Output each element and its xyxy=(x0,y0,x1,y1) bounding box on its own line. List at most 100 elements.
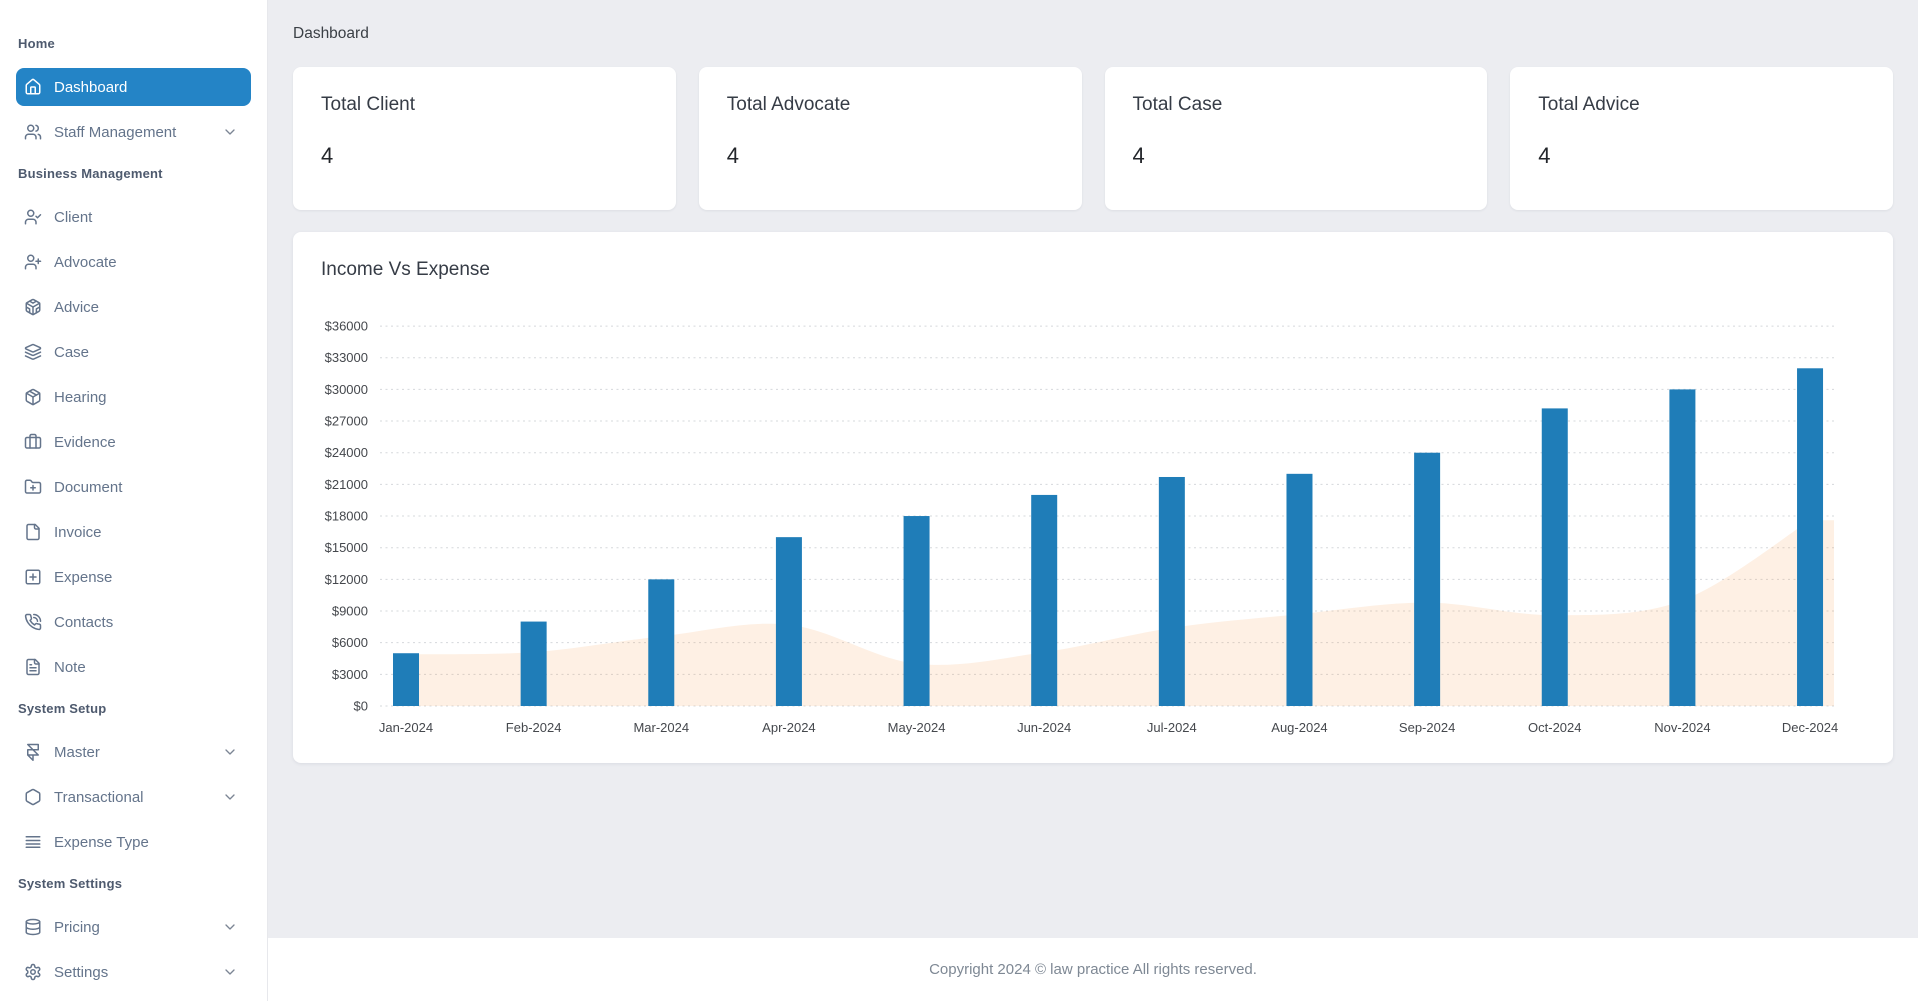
chevron-down-icon xyxy=(222,964,238,980)
y-axis-label: $9000 xyxy=(332,604,368,619)
chart-title: Income Vs Expense xyxy=(321,259,490,280)
stat-card-title: Total Case xyxy=(1132,94,1223,115)
file-text-icon xyxy=(24,658,42,676)
y-axis-label: $6000 xyxy=(332,635,368,650)
user-plus-icon xyxy=(24,253,42,271)
x-axis-label: Jul-2024 xyxy=(1147,720,1197,735)
sidebar-item-note[interactable]: Note xyxy=(16,648,251,686)
hexagon-icon xyxy=(24,788,42,806)
sidebar-item-document[interactable]: Document xyxy=(16,468,251,506)
main-area: Dashboard Total Client 4 Total Advocate 4 To… xyxy=(268,0,1918,1001)
sidebar-item-label: Settings xyxy=(54,963,109,981)
stat-card-value: 4 xyxy=(1538,143,1551,168)
income-bar-may-2024[interactable] xyxy=(903,516,930,706)
x-axis-label: Jan-2024 xyxy=(379,720,433,735)
y-axis-label: $12000 xyxy=(325,572,368,587)
sidebar-item-advocate[interactable]: Advocate xyxy=(16,243,251,281)
chevron-down-icon xyxy=(222,744,238,760)
file-icon xyxy=(24,523,42,541)
sidebar-item-label: Expense Type xyxy=(54,833,149,851)
nav-section-system-setup: System Setup Master Transactional Expense T… xyxy=(16,700,251,861)
sidebar-item-label: Contacts xyxy=(54,613,114,631)
income-bar-feb-2024[interactable] xyxy=(520,621,547,706)
income-bar-aug-2024[interactable] xyxy=(1286,473,1313,706)
y-axis-label: $0 xyxy=(354,699,368,714)
sidebar-item-label: Master xyxy=(54,743,100,761)
folder-plus-icon xyxy=(24,478,42,496)
y-axis-label: $33000 xyxy=(325,350,368,365)
sidebar-item-advice[interactable]: Advice xyxy=(16,288,251,326)
stat-card-value: 4 xyxy=(1132,143,1145,168)
income-bar-apr-2024[interactable] xyxy=(775,537,802,706)
nav-section-label: Home xyxy=(18,36,55,51)
sidebar-item-label: Pricing xyxy=(54,918,100,936)
footer: Copyright 2024 © law practice All rights… xyxy=(268,938,1918,1001)
stat-card-total-case: Total Case 4 xyxy=(1104,67,1488,210)
sidebar-item-label: Transactional xyxy=(54,788,144,806)
sidebar-item-transactional[interactable]: Transactional xyxy=(16,778,251,816)
sidebar-item-label: Hearing xyxy=(54,388,107,406)
income-bar-jun-2024[interactable] xyxy=(1031,494,1058,706)
sidebar-item-label: Invoice xyxy=(54,523,102,541)
package-icon xyxy=(24,388,42,406)
stat-cards-row: Total Client 4 Total Advocate 4 Total Case 4 T… xyxy=(293,67,1893,210)
x-axis-label: Oct-2024 xyxy=(1528,720,1581,735)
stat-card-value: 4 xyxy=(321,143,334,168)
income-bar-oct-2024[interactable] xyxy=(1541,408,1568,706)
sidebar-item-evidence[interactable]: Evidence xyxy=(16,423,251,461)
sidebar-item-expense[interactable]: Expense xyxy=(16,558,251,596)
nav-section-label: System Settings xyxy=(18,876,123,891)
income-bar-dec-2024[interactable] xyxy=(1797,368,1824,706)
expense-area-series xyxy=(406,520,1834,706)
page-title: Dashboard xyxy=(293,25,369,42)
income-vs-expense-chart: $0 $3000 $6000 $9000 $12000 $15000 $18000 $2100… xyxy=(325,319,1839,735)
y-axis-label: $15000 xyxy=(325,540,368,555)
income-bar-mar-2024[interactable] xyxy=(648,579,675,706)
y-axis-label: $36000 xyxy=(325,319,368,334)
sidebar-item-label: Case xyxy=(54,343,90,361)
sidebar-item-contacts[interactable]: Contacts xyxy=(16,603,251,641)
chevron-down-icon xyxy=(222,789,238,805)
sidebar-item-master[interactable]: Master xyxy=(16,733,251,771)
sidebar-item-dashboard[interactable]: Dashboard xyxy=(16,68,251,106)
x-axis-label: Dec-2024 xyxy=(1782,720,1838,735)
sidebar-item-label: Client xyxy=(54,208,93,226)
sidebar-item-expense-type[interactable]: Expense Type xyxy=(16,823,251,861)
x-axis-label: Aug-2024 xyxy=(1271,720,1327,735)
y-axis-label: $27000 xyxy=(325,414,368,429)
y-axis-label: $3000 xyxy=(332,667,368,682)
sidebar-item-invoice[interactable]: Invoice xyxy=(16,513,251,551)
house-icon xyxy=(24,78,42,96)
income-bar-jul-2024[interactable] xyxy=(1158,476,1185,706)
nav-section-system-settings: System Settings Pricing Settings xyxy=(16,875,251,991)
sidebar-item-label: Evidence xyxy=(54,433,116,451)
chart-card: Income Vs Expense $0 $3000 $6000 $9000 $1200… xyxy=(293,232,1893,763)
phone-call-icon xyxy=(24,613,42,631)
sidebar-item-pricing[interactable]: Pricing xyxy=(16,908,251,946)
chevron-down-icon xyxy=(222,124,238,140)
footer-copyright-text: Copyright 2024 © law practice All rights… xyxy=(929,961,1257,978)
main-content: Dashboard Total Client 4 Total Advocate 4 To… xyxy=(268,0,1918,938)
x-axis-label: Nov-2024 xyxy=(1654,720,1710,735)
users-icon xyxy=(24,123,42,141)
sidebar-item-staff-management[interactable]: Staff Management xyxy=(16,113,251,151)
sidebar: Home Dashboard Staff Management Business Ma… xyxy=(0,0,268,1001)
stat-card-total-client: Total Client 4 xyxy=(293,67,676,210)
income-bar-jan-2024[interactable] xyxy=(393,653,419,706)
sidebar-item-client[interactable]: Client xyxy=(16,198,251,236)
income-bar-sep-2024[interactable] xyxy=(1414,452,1441,706)
sidebar-item-settings[interactable]: Settings xyxy=(16,953,251,991)
income-bar-nov-2024[interactable] xyxy=(1669,389,1696,706)
x-axis-label: Feb-2024 xyxy=(506,720,562,735)
stat-card-title: Total Client xyxy=(321,94,415,115)
x-axis-label: Jun-2024 xyxy=(1017,720,1071,735)
stat-card-title: Total Advice xyxy=(1538,94,1640,115)
sidebar-item-label: Staff Management xyxy=(54,123,177,141)
briefcase-icon xyxy=(24,433,42,451)
y-axis-label: $24000 xyxy=(325,445,368,460)
align-justify-icon xyxy=(24,833,42,851)
x-axis-label: Sep-2024 xyxy=(1399,720,1455,735)
square-plus-icon xyxy=(24,568,42,586)
sidebar-item-hearing[interactable]: Hearing xyxy=(16,378,251,416)
sidebar-item-case[interactable]: Case xyxy=(16,333,251,371)
